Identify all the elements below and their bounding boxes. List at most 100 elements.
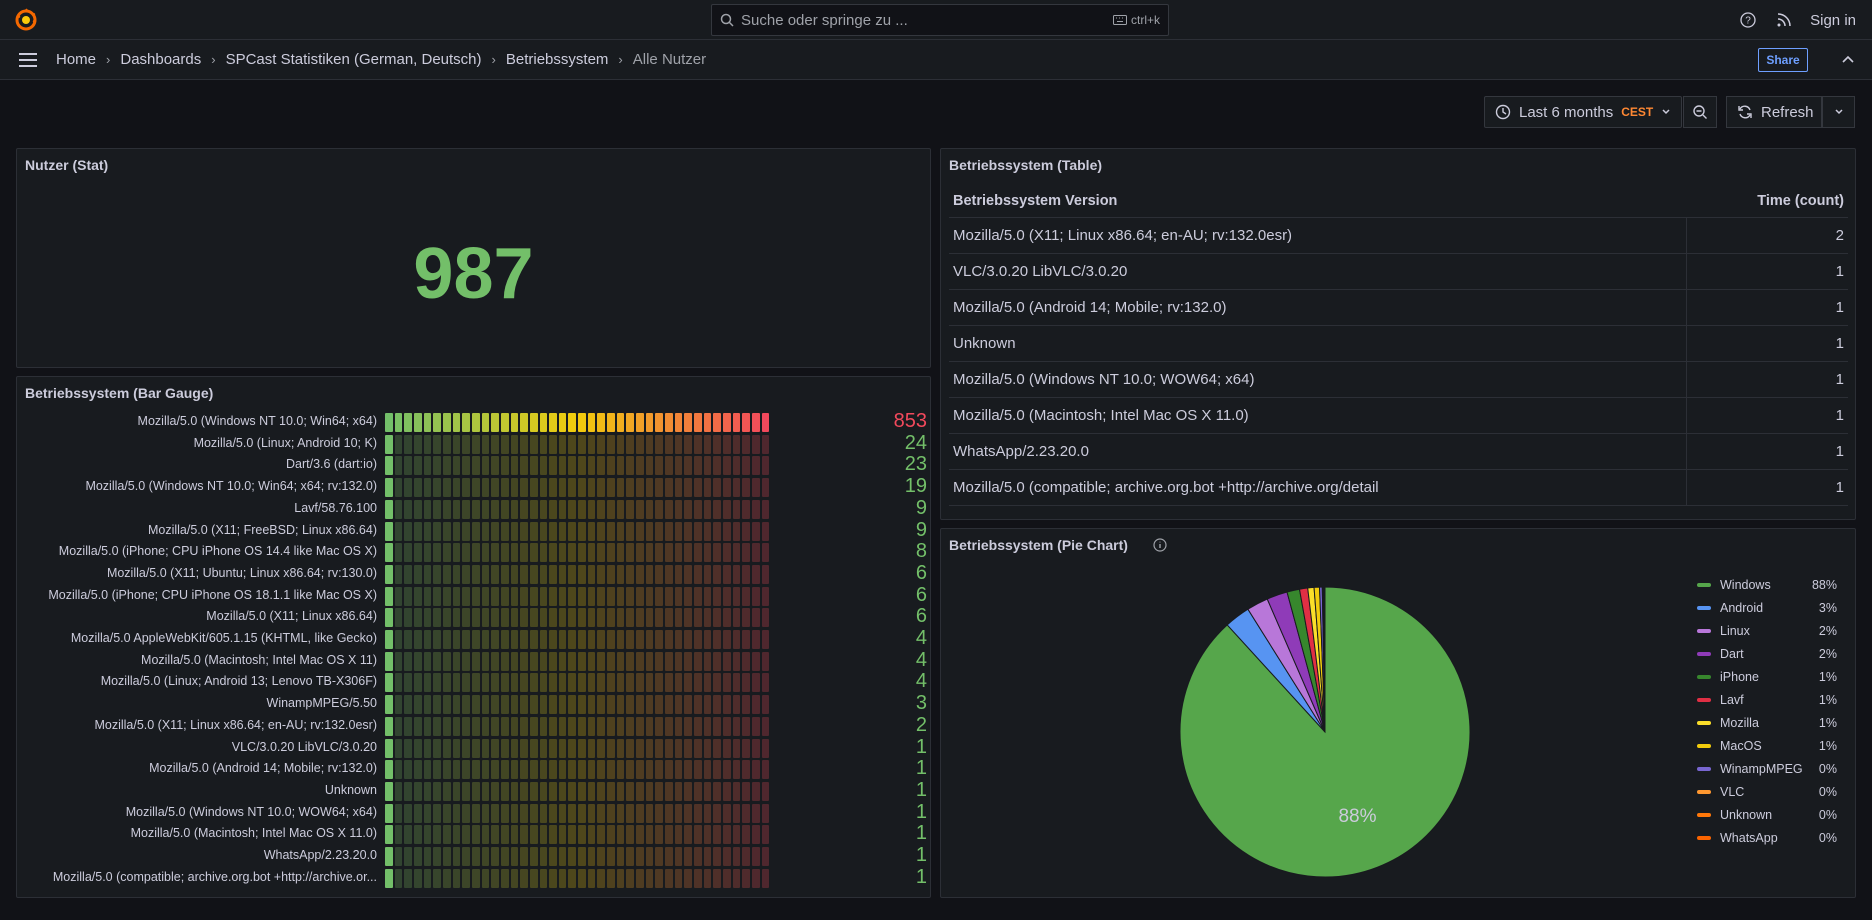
pie-slice-whatsapp[interactable] bbox=[1323, 586, 1326, 733]
table-row[interactable]: VLC/3.0.20 LibVLC/3.0.20 1 bbox=[949, 253, 1848, 290]
help-icon[interactable]: ? bbox=[1738, 10, 1758, 30]
pie-chart-panel-title[interactable]: Betriebssystem (Pie Chart) bbox=[949, 537, 1128, 553]
refresh-interval-dropdown[interactable] bbox=[1822, 96, 1855, 128]
bar-gauge-cell bbox=[404, 608, 412, 628]
bar-gauge-cell bbox=[626, 868, 635, 888]
bar-gauge-cell bbox=[597, 760, 606, 780]
bar-gauge-cell bbox=[471, 608, 480, 628]
bar-gauge-cell bbox=[529, 434, 538, 454]
table-row[interactable]: Mozilla/5.0 (X11; Linux x86.64; en-AU; r… bbox=[949, 217, 1848, 254]
table-cell-version: Mozilla/5.0 (Windows NT 10.0; WOW64; x64… bbox=[949, 361, 1688, 398]
table-row[interactable]: Unknown 1 bbox=[949, 325, 1848, 362]
table-row[interactable]: Mozilla/5.0 (Windows NT 10.0; WOW64; x64… bbox=[949, 361, 1848, 398]
bar-gauge-cell bbox=[732, 608, 741, 628]
bar-gauge-row[interactable]: Mozilla/5.0 (X11; Linux x86.64; en-AU; r… bbox=[17, 714, 932, 736]
bar-gauge-cell bbox=[520, 760, 528, 780]
legend-item[interactable]: Windows 88% bbox=[1697, 573, 1837, 596]
bar-gauge-row[interactable]: Mozilla/5.0 (Macintosh; Intel Mac OS X 1… bbox=[17, 822, 932, 845]
legend-item[interactable]: Lavf 1% bbox=[1697, 688, 1837, 711]
bar-gauge-cell bbox=[742, 803, 750, 823]
refresh-button[interactable]: Refresh bbox=[1726, 96, 1822, 128]
legend-item[interactable]: iPhone 1% bbox=[1697, 665, 1837, 688]
bar-gauge-cell bbox=[433, 695, 441, 715]
bar-gauge-cell bbox=[751, 868, 760, 888]
bar-gauge-row[interactable]: Mozilla/5.0 (Linux; Android 13; Lenovo T… bbox=[17, 670, 932, 693]
sign-in-link[interactable]: Sign in bbox=[1810, 11, 1856, 29]
bar-gauge-label: Mozilla/5.0 (Macintosh; Intel Mac OS X 1… bbox=[141, 652, 377, 667]
breadcrumb-dashboard[interactable]: Betriebssystem bbox=[505, 51, 609, 68]
table-row[interactable]: Mozilla/5.0 (Android 14; Mobile; rv:132.… bbox=[949, 289, 1848, 326]
bar-gauge-row[interactable]: Mozilla/5.0 (X11; Ubuntu; Linux x86.64; … bbox=[17, 562, 932, 584]
bar-gauge-cell bbox=[510, 608, 519, 628]
table-row[interactable]: WhatsApp/2.23.20.0 1 bbox=[949, 433, 1848, 470]
zoom-out-button[interactable] bbox=[1683, 96, 1717, 128]
search-input[interactable]: Suche oder springe zu ... ctrl+k bbox=[711, 4, 1169, 36]
rss-icon[interactable] bbox=[1774, 10, 1794, 30]
bar-gauge-cell bbox=[645, 586, 654, 606]
bar-gauge-row[interactable]: Mozilla/5.0 (Android 14; Mobile; rv:132.… bbox=[17, 757, 932, 780]
legend-item[interactable]: VLC 0% bbox=[1697, 780, 1837, 803]
bar-gauge-cell bbox=[655, 825, 664, 845]
bar-gauge-cell bbox=[442, 716, 451, 736]
bar-gauge-cell bbox=[655, 738, 664, 758]
breadcrumb-home[interactable]: Home bbox=[56, 51, 97, 68]
bar-gauge-cell bbox=[549, 673, 557, 693]
bar-gauge-cell bbox=[597, 630, 606, 649]
bar-gauge-cell bbox=[423, 868, 432, 888]
info-icon[interactable] bbox=[1153, 538, 1167, 552]
bar-gauge-panel-title[interactable]: Betriebssystem (Bar Gauge) bbox=[25, 385, 214, 401]
bar-gauge-row[interactable]: Mozilla/5.0 (Windows NT 10.0; Win64; x64… bbox=[17, 475, 932, 498]
bar-gauge-cell bbox=[481, 564, 490, 584]
bar-gauge-row[interactable]: Mozilla/5.0 AppleWebKit/605.1.15 (KHTML,… bbox=[17, 627, 932, 649]
chevron-up-icon[interactable] bbox=[1838, 50, 1858, 70]
bar-gauge-cell bbox=[626, 738, 635, 758]
share-button[interactable]: Share bbox=[1758, 48, 1808, 72]
bar-gauge-row[interactable]: WinampMPEG/5.50 3 bbox=[17, 692, 932, 715]
bar-gauge-row[interactable]: Dart/3.6 (dart:io) 23 bbox=[17, 453, 932, 476]
legend-percent: 1% bbox=[1818, 738, 1837, 753]
bar-gauge-row[interactable]: Mozilla/5.0 (X11; FreeBSD; Linux x86.64)… bbox=[17, 519, 932, 541]
menu-icon[interactable] bbox=[18, 52, 38, 68]
bar-gauge-row[interactable]: Mozilla/5.0 (Macintosh; Intel Mac OS X 1… bbox=[17, 649, 932, 671]
legend-item[interactable]: WhatsApp 0% bbox=[1697, 826, 1837, 849]
bar-gauge-row[interactable]: Mozilla/5.0 (Windows NT 10.0; Win64; x64… bbox=[17, 410, 932, 432]
bar-gauge-row[interactable]: Mozilla/5.0 (Windows NT 10.0; WOW64; x64… bbox=[17, 801, 932, 823]
bar-gauge-row[interactable]: Lavf/58.76.100 9 bbox=[17, 497, 932, 519]
legend-item[interactable]: Mozilla 1% bbox=[1697, 711, 1837, 734]
bar-gauge-row[interactable]: Mozilla/5.0 (iPhone; CPU iPhone OS 14.4 … bbox=[17, 540, 932, 563]
bar-gauge-cell bbox=[703, 521, 712, 541]
bar-gauge-row[interactable]: Mozilla/5.0 (compatible; archive.org.bot… bbox=[17, 866, 932, 888]
legend-item[interactable]: Dart 2% bbox=[1697, 642, 1837, 665]
table-panel-title[interactable]: Betriebssystem (Table) bbox=[949, 157, 1103, 173]
bar-gauge-cell bbox=[665, 695, 673, 715]
bar-gauge-cell bbox=[385, 478, 393, 498]
bar-gauge-row[interactable]: Mozilla/5.0 (Linux; Android 10; K) 24 bbox=[17, 432, 932, 454]
bar-gauge-cell bbox=[500, 630, 509, 649]
bar-gauge-cell bbox=[568, 651, 577, 671]
legend-item[interactable]: Android 3% bbox=[1697, 596, 1837, 619]
bar-gauge-cell bbox=[578, 760, 586, 780]
grafana-logo-icon[interactable] bbox=[14, 8, 38, 32]
bar-gauge-cell bbox=[636, 738, 644, 758]
legend-item[interactable]: Linux 2% bbox=[1697, 619, 1837, 642]
bar-gauge-row[interactable]: Mozilla/5.0 (X11; Linux x86.64) 6 bbox=[17, 605, 932, 628]
bar-gauge-row[interactable]: WhatsApp/2.23.20.0 1 bbox=[17, 844, 932, 866]
bar-gauge-cell bbox=[684, 521, 692, 541]
bar-gauge-cell bbox=[394, 456, 403, 476]
breadcrumb-dashboards[interactable]: Dashboards bbox=[120, 51, 202, 68]
legend-item[interactable]: Unknown 0% bbox=[1697, 803, 1837, 826]
table-row[interactable]: Mozilla/5.0 (Macintosh; Intel Mac OS X 1… bbox=[949, 397, 1848, 434]
bar-gauge-row[interactable]: VLC/3.0.20 LibVLC/3.0.20 1 bbox=[17, 736, 932, 758]
column-header-version[interactable]: Betriebssystem Version bbox=[949, 185, 1687, 218]
time-range-picker[interactable]: Last 6 months CEST bbox=[1484, 96, 1682, 128]
table-row[interactable]: Mozilla/5.0 (compatible; archive.org.bot… bbox=[949, 469, 1848, 506]
column-header-count[interactable]: Time (count) bbox=[1686, 185, 1848, 218]
breadcrumb-folder[interactable]: SPCast Statistiken (German, Deutsch) bbox=[225, 51, 482, 68]
stat-panel-title[interactable]: Nutzer (Stat) bbox=[25, 157, 109, 173]
bar-gauge-row[interactable]: Unknown 1 bbox=[17, 779, 932, 801]
bar-gauge-value: 4 bbox=[915, 670, 927, 693]
bar-gauge-row[interactable]: Mozilla/5.0 (iPhone; CPU iPhone OS 18.1.… bbox=[17, 584, 932, 606]
legend-item[interactable]: WinampMPEG 0% bbox=[1697, 757, 1837, 780]
legend-item[interactable]: MacOS 1% bbox=[1697, 734, 1837, 757]
bar-gauge-cell bbox=[655, 521, 664, 541]
